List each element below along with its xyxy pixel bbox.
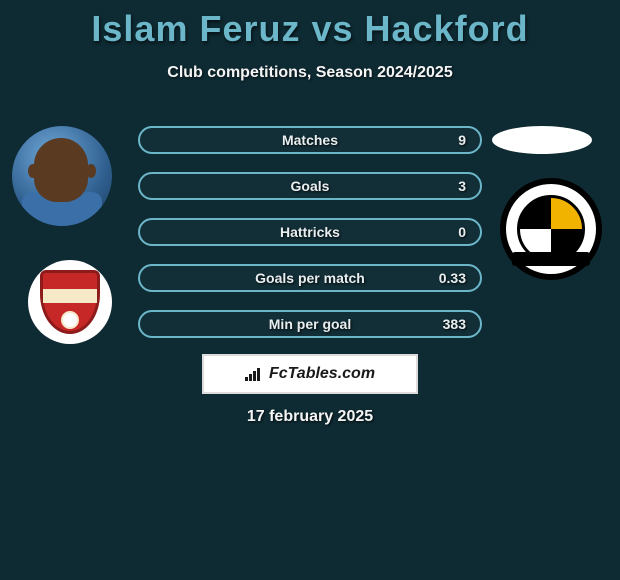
page-title: Islam Feruz vs Hackford bbox=[0, 0, 620, 50]
stat-row-goals-per-match: Goals per match 0.33 bbox=[138, 264, 482, 292]
date-text: 17 february 2025 bbox=[0, 408, 620, 426]
stat-value: 0 bbox=[458, 224, 466, 240]
stat-value: 9 bbox=[458, 132, 466, 148]
brand-box: FcTables.com bbox=[202, 354, 418, 394]
stat-label: Goals per match bbox=[255, 270, 365, 286]
stat-label: Min per goal bbox=[269, 316, 351, 332]
stat-row-hattricks: Hattricks 0 bbox=[138, 218, 482, 246]
player-left-avatar bbox=[12, 126, 112, 226]
club-left-badge bbox=[28, 260, 112, 344]
club-right-badge bbox=[500, 178, 602, 280]
stats-list: Matches 9 Goals 3 Hattricks 0 Goals per … bbox=[138, 126, 482, 356]
stat-row-min-per-goal: Min per goal 383 bbox=[138, 310, 482, 338]
subtitle: Club competitions, Season 2024/2025 bbox=[0, 64, 620, 82]
stat-value: 383 bbox=[443, 316, 466, 332]
stat-value: 3 bbox=[458, 178, 466, 194]
stat-label: Matches bbox=[282, 132, 338, 148]
stat-row-goals: Goals 3 bbox=[138, 172, 482, 200]
stat-row-matches: Matches 9 bbox=[138, 126, 482, 154]
stat-label: Hattricks bbox=[280, 224, 340, 240]
stat-value: 0.33 bbox=[439, 270, 466, 286]
player-right-avatar bbox=[492, 126, 592, 154]
brand-text: FcTables.com bbox=[269, 365, 375, 383]
stat-label: Goals bbox=[291, 178, 330, 194]
chart-bars-icon bbox=[245, 367, 263, 381]
